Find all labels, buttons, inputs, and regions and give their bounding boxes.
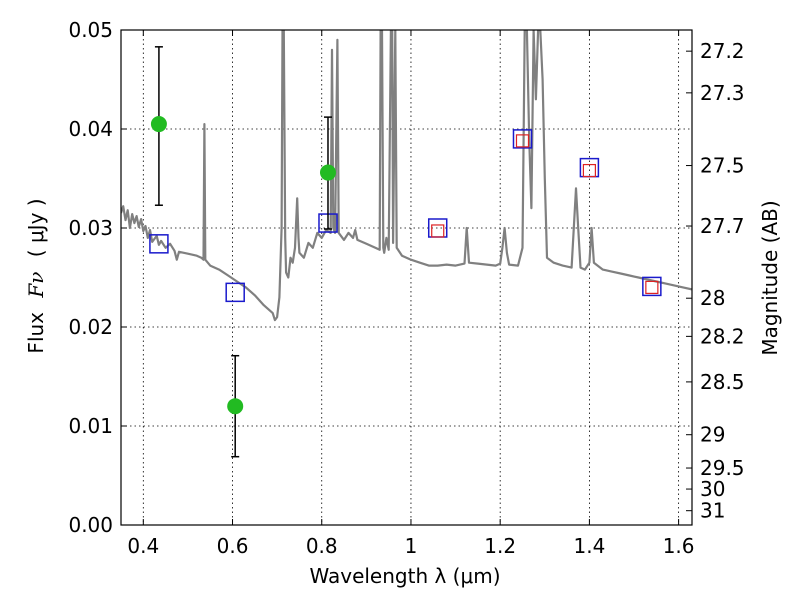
y2-tick-label: 27.2 (700, 39, 745, 63)
y2-tick-label: 28.5 (700, 370, 745, 394)
model-blue-square (225, 282, 245, 303)
plot-frame (120, 29, 693, 526)
grid-lines (121, 30, 692, 525)
y-tick-label: 0.05 (68, 18, 113, 42)
y-axis-label-symbol: Fν (24, 272, 48, 299)
y-tick-label: 0.01 (68, 414, 113, 438)
model-blue-square (149, 234, 169, 254)
x-tick-label: 1 (405, 534, 418, 558)
x-axis-label: Wavelength λ (μm) (309, 564, 500, 588)
model-red-square (582, 163, 596, 178)
x-tick-label: 0.4 (127, 534, 159, 558)
observed-point (227, 398, 244, 415)
svg-text:Flux Fν ( μJy ): Flux Fν ( μJy ) (24, 198, 48, 353)
y2-tick-label: 28 (700, 286, 725, 310)
y2-tick-label: 30 (700, 477, 725, 501)
model-red-square (431, 224, 445, 238)
ticks-layer: 0.4 0.6 0.8 1 1.2 1.4 1.6 0.00 0.01 0.02 0.03 0.04 0… (68, 18, 744, 558)
model-red-square (515, 134, 530, 148)
x-tick-label: 1.4 (573, 534, 605, 558)
x-tick-label: 0.8 (306, 534, 338, 558)
y-tick-label: 0.04 (68, 117, 113, 141)
y-axis-label-unit: ( μJy ) (24, 198, 48, 257)
model-red-square (645, 280, 659, 294)
spectrum-layer (121, 30, 692, 322)
y2-tick-label: 29 (700, 423, 725, 447)
model-blue-square (642, 276, 662, 297)
observed-point (319, 164, 336, 181)
y2-tick-label: 28.2 (700, 324, 745, 348)
y2-tick-label: 27.7 (700, 214, 745, 238)
y-axis-label: Flux Fν ( μJy ) (24, 198, 48, 353)
y2-tick-label: 27.5 (700, 154, 745, 178)
y2-tick-label: 27.3 (700, 81, 745, 105)
x-tick-label: 1.2 (484, 534, 516, 558)
y-axis-label-text: Flux (24, 312, 48, 354)
x-tick-label: 0.6 (217, 534, 249, 558)
x-tick-label: 1.6 (663, 534, 695, 558)
y-tick-label: 0.00 (68, 513, 113, 537)
spectrum-line (121, 30, 692, 322)
y-tick-label: 0.03 (68, 216, 113, 240)
y2-tick-label: 29.5 (700, 456, 745, 480)
y2-axis-label: Magnitude (AB) (758, 200, 782, 355)
model-blue-square (512, 129, 533, 149)
points-layer (149, 46, 662, 458)
y-tick-label: 0.02 (68, 315, 113, 339)
y2-tick-label: 31 (700, 499, 725, 523)
observed-point (150, 116, 167, 133)
